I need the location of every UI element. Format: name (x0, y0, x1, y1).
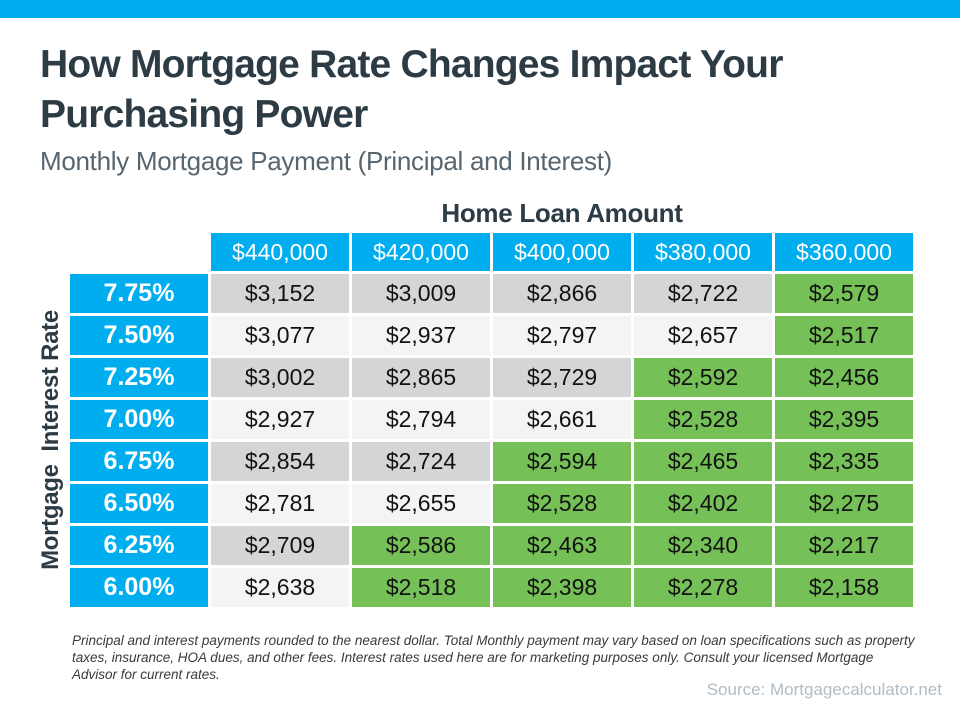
payment-table: $440,000 $420,000 $400,000 $380,000 $360… (70, 233, 913, 607)
payment-cell: $3,002 (211, 358, 349, 397)
payment-cell: $2,465 (634, 442, 772, 481)
rate-cell: 7.50% (70, 316, 208, 355)
payment-cell: $2,722 (634, 274, 772, 313)
column-header-cell: $380,000 (634, 233, 772, 271)
payment-cell: $2,866 (493, 274, 631, 313)
rate-cell: 6.00% (70, 568, 208, 607)
payment-cell: $2,594 (493, 442, 631, 481)
column-header-cell: $440,000 (211, 233, 349, 271)
payment-cell: $2,463 (493, 526, 631, 565)
payment-cell: $2,592 (634, 358, 772, 397)
top-accent-bar (0, 0, 960, 18)
column-header-cell: $420,000 (352, 233, 490, 271)
payment-cell: $2,217 (775, 526, 913, 565)
payment-cell: $2,517 (775, 316, 913, 355)
payment-cell: $2,335 (775, 442, 913, 481)
payment-cell: $2,865 (352, 358, 490, 397)
rate-cell: 7.00% (70, 400, 208, 439)
payment-cell: $2,275 (775, 484, 913, 523)
payment-cell: $2,638 (211, 568, 349, 607)
payment-cell: $2,528 (634, 400, 772, 439)
payment-cell: $2,398 (493, 568, 631, 607)
rate-cell: 6.25% (70, 526, 208, 565)
payment-cell: $2,528 (493, 484, 631, 523)
payment-cell: $2,655 (352, 484, 490, 523)
page-title: How Mortgage Rate Changes Impact Your Pu… (40, 43, 783, 136)
payment-cell: $2,724 (352, 442, 490, 481)
payment-cell: $2,729 (493, 358, 631, 397)
payment-cell: $2,579 (775, 274, 913, 313)
column-header-cell: $400,000 (493, 233, 631, 271)
payment-cell: $2,402 (634, 484, 772, 523)
rate-cell: 6.75% (70, 442, 208, 481)
rate-cell: 6.50% (70, 484, 208, 523)
payment-cell: $2,797 (493, 316, 631, 355)
rate-cell: 7.25% (70, 358, 208, 397)
payment-cell: $2,854 (211, 442, 349, 481)
payment-cell: $2,395 (775, 400, 913, 439)
payment-cell: $3,009 (352, 274, 490, 313)
payment-cell: $2,340 (634, 526, 772, 565)
column-group-label: Home Loan Amount (441, 198, 683, 228)
page-subtitle: Monthly Mortgage Payment (Principal and … (40, 146, 613, 176)
payment-cell: $2,657 (634, 316, 772, 355)
payment-cell: $2,456 (775, 358, 913, 397)
payment-cell: $2,927 (211, 400, 349, 439)
corner-spacer (70, 233, 208, 271)
footnote: Principal and interest payments rounded … (72, 633, 915, 682)
payment-cell: $2,278 (634, 568, 772, 607)
payment-cell: $2,158 (775, 568, 913, 607)
source-credit: Source: Mortgagecalculator.net (706, 680, 942, 699)
payment-cell: $2,781 (211, 484, 349, 523)
payment-cell: $2,794 (352, 400, 490, 439)
payment-cell: $2,586 (352, 526, 490, 565)
payment-cell: $3,152 (211, 274, 349, 313)
payment-cell: $2,937 (352, 316, 490, 355)
payment-cell: $2,518 (352, 568, 490, 607)
payment-cell: $3,077 (211, 316, 349, 355)
column-header-cell: $360,000 (775, 233, 913, 271)
payment-cell: $2,661 (493, 400, 631, 439)
rate-cell: 7.75% (70, 274, 208, 313)
row-group-label: Mortgage Interest Rate (37, 310, 64, 570)
payment-cell: $2,709 (211, 526, 349, 565)
